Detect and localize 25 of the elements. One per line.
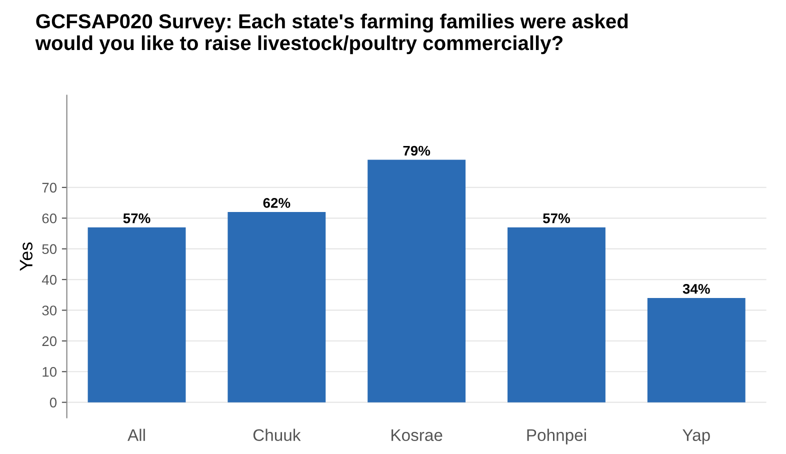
data-label: 57% — [543, 213, 570, 224]
x-tick-label: Chuuk — [253, 428, 301, 442]
bar — [228, 212, 326, 402]
y-tick-label: 30 — [42, 306, 57, 316]
y-tick-label: 10 — [42, 366, 57, 377]
data-label: 79% — [403, 146, 430, 156]
data-label: 34% — [682, 284, 710, 294]
x-tick-label: Yap — [682, 429, 710, 444]
y-axis-title: Yes — [20, 242, 33, 271]
x-tick-label: All — [128, 428, 145, 441]
bar — [647, 298, 746, 402]
bar — [368, 160, 466, 402]
bar — [508, 227, 606, 402]
bar — [88, 227, 186, 402]
y-tick-label: 40 — [42, 274, 57, 285]
x-tick-label: Kosrae — [392, 429, 442, 442]
y-tick-label: 20 — [42, 336, 57, 346]
y-tick-label: 70 — [42, 182, 57, 193]
x-tick-label: Pohnpei — [527, 428, 586, 444]
data-label: 57% — [123, 213, 150, 224]
y-tick-label: 0 — [50, 398, 57, 408]
y-tick-label: 60 — [42, 213, 57, 224]
data-label: 62% — [263, 198, 290, 208]
chart-title: GCFSAP020 Survey: Each state's farming families were asked would you like to raise livestock/poultry commercially? — [35, 14, 628, 54]
y-tick-label: 50 — [42, 244, 57, 254]
